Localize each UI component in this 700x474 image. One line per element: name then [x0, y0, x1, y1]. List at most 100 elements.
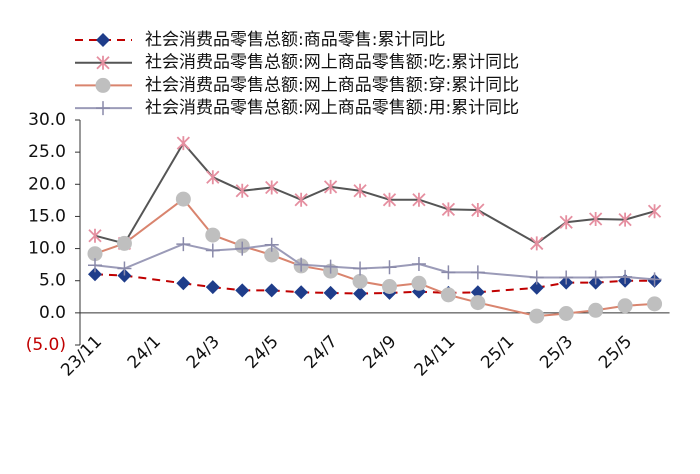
marker	[529, 308, 545, 324]
marker	[647, 204, 662, 219]
marker	[264, 247, 280, 263]
marker	[294, 192, 308, 207]
marker	[235, 283, 250, 298]
marker	[323, 179, 338, 194]
legend-label: 社会消费品零售总额:网上商品零售额:吃:累计同比	[145, 53, 519, 73]
x-tick-label: 24/5	[242, 332, 283, 373]
marker	[470, 285, 485, 300]
marker	[530, 236, 544, 251]
legend-marker	[96, 55, 110, 70]
y-tick-label: 20.0	[28, 174, 66, 194]
marker	[441, 202, 456, 217]
line-segment	[182, 198, 214, 236]
marker	[647, 296, 663, 312]
marker	[176, 276, 191, 291]
marker	[589, 212, 603, 226]
marker	[294, 285, 309, 300]
marker	[88, 267, 102, 282]
marker	[411, 257, 426, 271]
line-segment	[595, 218, 626, 221]
marker	[116, 235, 132, 251]
marker	[117, 261, 132, 276]
legend-marker	[96, 33, 110, 47]
line-segment	[212, 176, 243, 192]
x-tick-label: 24/11	[411, 332, 460, 381]
line-segment	[271, 243, 302, 266]
line-segment	[477, 209, 538, 245]
marker	[235, 241, 250, 256]
marker	[353, 286, 368, 301]
line-segment	[448, 208, 478, 211]
line-segment	[566, 218, 596, 224]
line-segment	[123, 142, 185, 244]
marker	[529, 270, 544, 285]
y-tick-label: (5.0)	[26, 335, 66, 355]
line-segment	[477, 286, 537, 294]
marker	[617, 298, 633, 314]
x-tick-label: 24/7	[301, 332, 342, 373]
line-segment	[242, 186, 272, 192]
marker	[559, 215, 573, 230]
line-segment	[477, 271, 537, 279]
marker	[88, 228, 102, 243]
line-segment	[418, 198, 449, 211]
marker	[618, 212, 632, 227]
marker	[618, 269, 633, 284]
marker	[559, 270, 574, 285]
marker	[265, 180, 279, 195]
marker	[440, 287, 456, 303]
line-segment	[183, 243, 214, 252]
marker	[382, 260, 397, 275]
marker	[176, 136, 190, 151]
marker	[176, 237, 191, 252]
marker	[382, 192, 397, 207]
y-tick-label: 0.0	[39, 303, 66, 323]
x-tick-label: 25/1	[477, 332, 518, 373]
marker	[87, 246, 103, 262]
marker	[175, 191, 191, 207]
marker	[205, 243, 220, 258]
marker	[529, 280, 544, 295]
marker	[205, 227, 221, 243]
y-tick-label: 10.0	[28, 239, 66, 259]
marker	[353, 183, 367, 198]
marker	[206, 170, 220, 185]
marker	[323, 285, 338, 300]
legend-label: 社会消费品零售总额:网上商品零售额:穿:累计同比	[145, 75, 519, 95]
legend-label: 社会消费品零售总额:商品零售:累计同比	[145, 30, 445, 50]
marker	[411, 275, 427, 291]
line-segment	[418, 263, 449, 274]
marker	[441, 265, 456, 280]
line-segment	[624, 210, 655, 221]
marker	[382, 279, 397, 294]
x-tick-label: 24/3	[183, 332, 224, 373]
x-tick-label: 25/5	[595, 332, 636, 373]
marker	[412, 192, 426, 207]
marker	[588, 302, 604, 318]
marker	[117, 268, 132, 283]
marker	[88, 258, 102, 273]
x-tick-label: 25/3	[536, 332, 577, 373]
marker	[352, 273, 368, 289]
legend-marker	[95, 77, 111, 93]
legend-label: 社会消费品零售总额:网上商品零售额:用:累计同比	[145, 98, 519, 118]
marker	[264, 237, 279, 252]
marker	[647, 272, 662, 287]
line-segment	[123, 198, 184, 245]
y-tick-label: 25.0	[28, 142, 66, 162]
line-segment	[124, 243, 184, 270]
legend-marker	[95, 77, 111, 93]
line-segment	[330, 185, 361, 192]
line-segment	[124, 274, 184, 285]
line-segment	[477, 301, 537, 318]
x-tick-label: 24/1	[124, 332, 165, 373]
x-tick-label: 24/9	[359, 332, 400, 373]
legend-marker	[96, 101, 110, 116]
marker	[294, 257, 309, 272]
marker	[470, 265, 485, 280]
marker	[588, 270, 603, 285]
marker	[235, 183, 249, 198]
legend-marker	[96, 33, 110, 47]
line-segment	[271, 186, 302, 201]
